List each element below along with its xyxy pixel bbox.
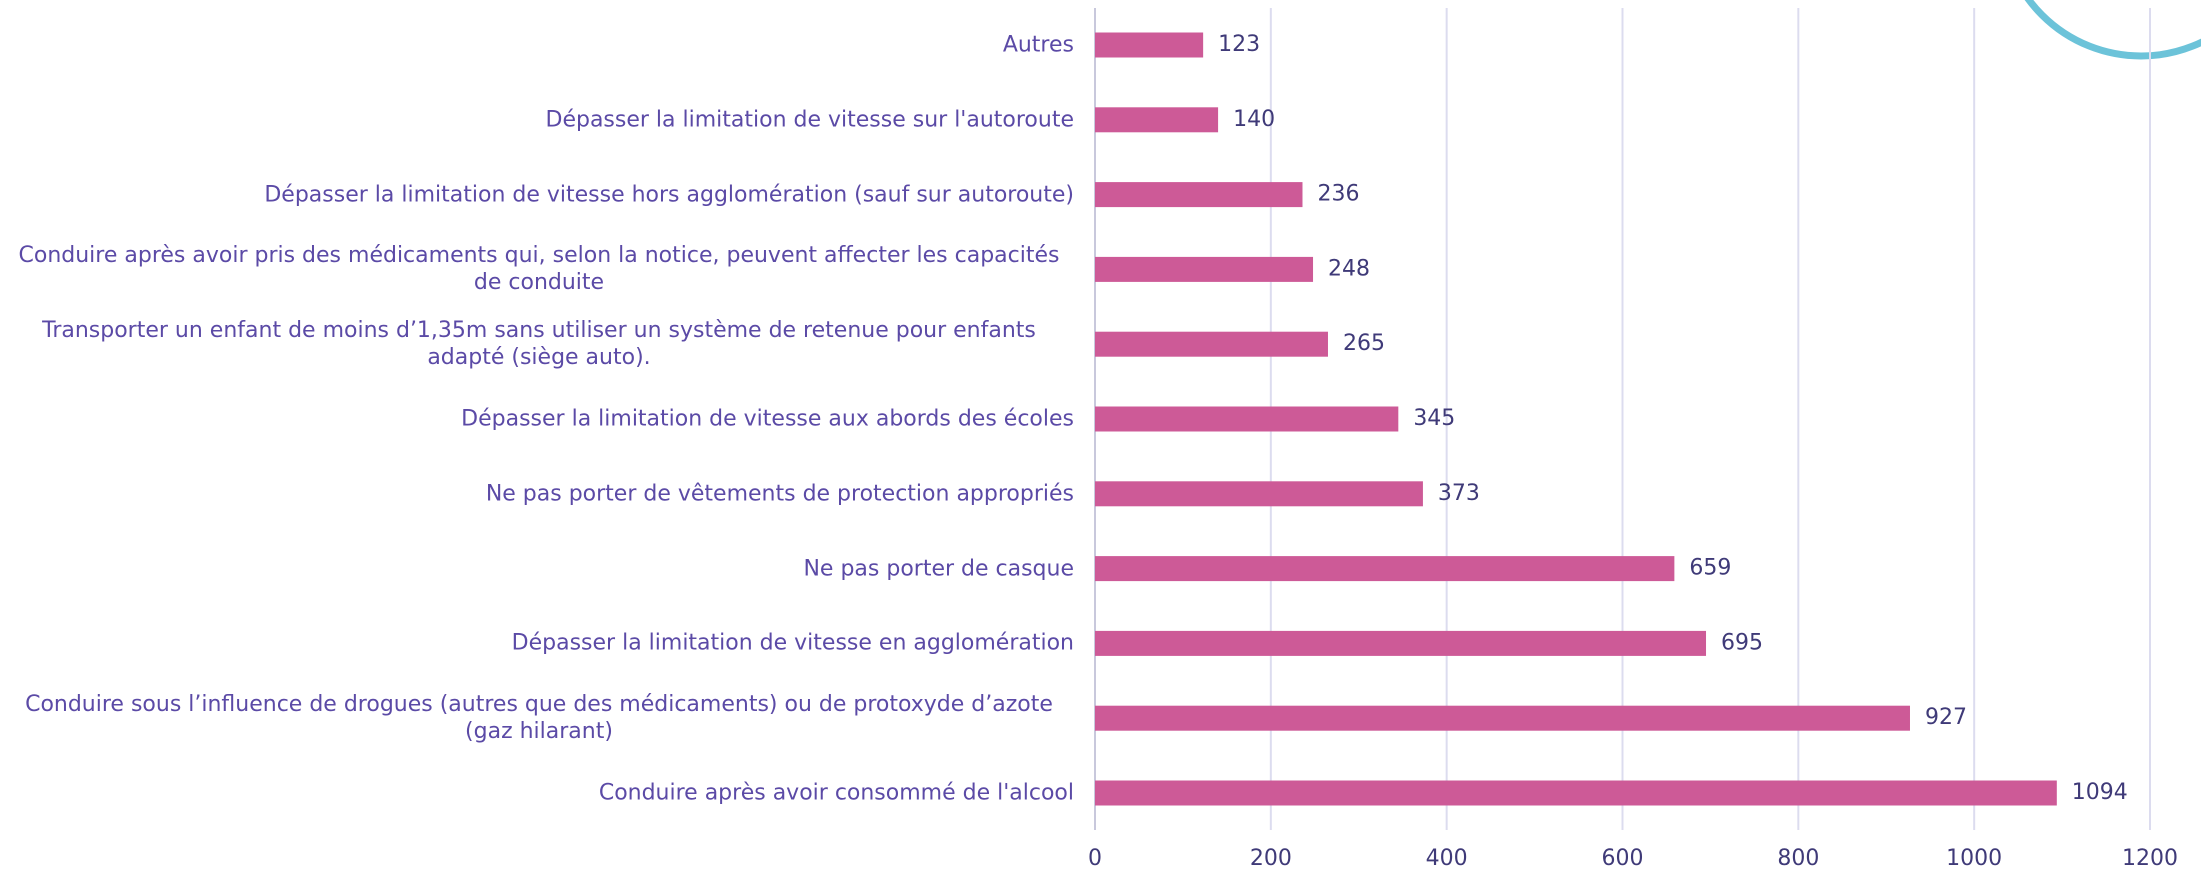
bar — [1095, 32, 1204, 58]
value-label: 373 — [1438, 481, 1480, 506]
bar — [1095, 630, 1707, 656]
category-label: Transporter un enfant de moins d’1,35m s… — [42, 318, 1036, 371]
bar — [1095, 780, 2057, 806]
category-label: Dépasser la limitation de vitesse sur l'… — [545, 107, 1075, 133]
x-tick-label: 1000 — [1946, 846, 2002, 871]
bar — [1095, 182, 1303, 208]
category-label: Ne pas porter de casque — [803, 556, 1074, 582]
bar — [1095, 331, 1328, 357]
value-label: 695 — [1721, 630, 1763, 655]
value-label: 927 — [1925, 705, 1967, 730]
category-label: Dépasser la limitation de vitesse aux ab… — [461, 406, 1074, 432]
x-tick-label: 1200 — [2122, 846, 2178, 871]
category-label: Conduire après avoir pris des médicament… — [18, 243, 1060, 296]
value-label: 140 — [1233, 107, 1275, 132]
x-tick-label: 800 — [1777, 846, 1819, 871]
bar — [1095, 556, 1675, 582]
bar — [1095, 481, 1423, 507]
value-label: 265 — [1343, 331, 1385, 356]
x-tick-label: 0 — [1088, 846, 1102, 871]
category-label: Dépasser la limitation de vitesse hors a… — [264, 182, 1074, 208]
bar — [1095, 107, 1219, 133]
value-label: 236 — [1317, 182, 1359, 207]
value-label: 345 — [1413, 406, 1455, 431]
decoration-arc — [2024, 0, 2201, 60]
x-tick-label: 200 — [1250, 846, 1292, 871]
value-label: 248 — [1328, 256, 1370, 281]
x-tick-label: 400 — [1426, 846, 1468, 871]
bar — [1095, 256, 1314, 282]
category-label: Conduire après avoir consommé de l'alcoo… — [598, 780, 1074, 806]
value-label: 123 — [1218, 32, 1260, 57]
value-label: 1094 — [2072, 780, 2128, 805]
category-label: Dépasser la limitation de vitesse en agg… — [511, 630, 1074, 656]
category-label: Ne pas porter de vêtements de protection… — [485, 481, 1074, 507]
x-tick-label: 600 — [1602, 846, 1644, 871]
value-label: 659 — [1689, 556, 1731, 581]
bar — [1095, 406, 1399, 432]
category-label: Conduire sous l’influence de drogues (au… — [25, 692, 1053, 745]
category-label: Autres — [1002, 32, 1074, 58]
bar — [1095, 705, 1910, 731]
